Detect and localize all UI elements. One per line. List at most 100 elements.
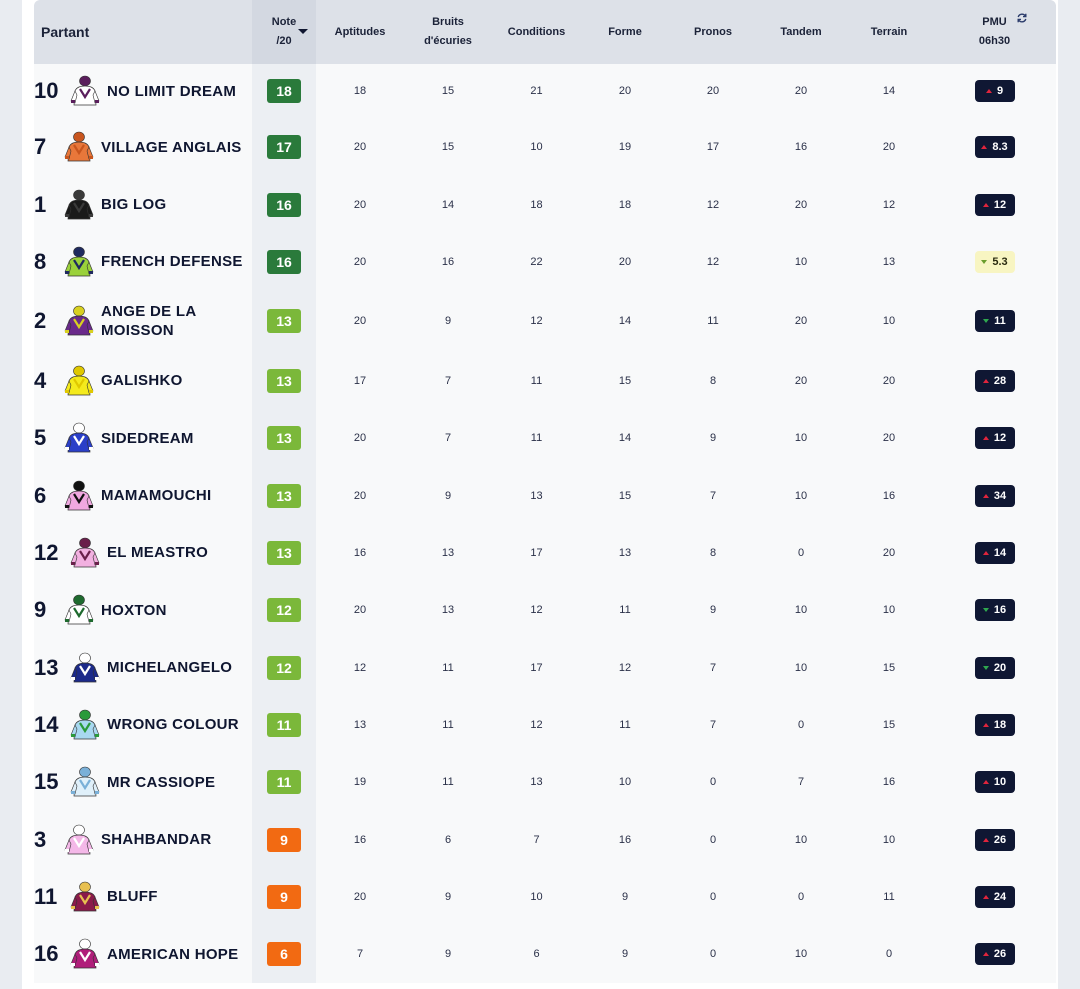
table-row[interactable]: 4 GALISHKO 13 17 7 11 15 8 20 20 28	[34, 352, 1056, 409]
runner-name[interactable]: VILLAGE ANGLAIS	[101, 138, 242, 157]
runner-cell[interactable]: 11 BLUFF	[34, 868, 252, 925]
col-header-partant[interactable]: Partant	[34, 0, 252, 64]
col-header-bruits-line1: Bruits	[432, 16, 464, 28]
pmu-odds-badge[interactable]: 26	[974, 828, 1015, 851]
pmu-odds-badge[interactable]: 34	[974, 484, 1015, 507]
forme-score: 13	[618, 546, 632, 559]
runner-cell[interactable]: 5 SIDEDREAM	[34, 409, 252, 467]
note-cell: 6	[252, 925, 316, 983]
table-row[interactable]: 5 SIDEDREAM 13 20 7 11 14 9 10 20 12	[34, 409, 1056, 467]
pmu-odds-badge[interactable]: 10	[974, 771, 1015, 793]
terrain-score: 16	[882, 489, 896, 502]
runner-cell[interactable]: 10 NO LIMIT DREAM	[34, 64, 252, 118]
runner-cell[interactable]: 16 AMERICAN HOPE	[34, 925, 252, 983]
runner-name[interactable]: FRENCH DEFENSE	[101, 252, 243, 271]
pmu-odds-badge[interactable]: 12	[974, 193, 1015, 216]
runner-name-line: BIG LOG	[101, 196, 167, 213]
silk-white-green-icon	[64, 594, 94, 625]
table-row[interactable]: 6 MAMAMOUCHI 13 20 9 13 15 7 10 16 34	[34, 467, 1056, 524]
runner-name[interactable]: MR CASSIOPE	[107, 773, 215, 792]
col-header-pronos[interactable]: Pronos	[669, 0, 757, 64]
silk-navy-white-icon	[70, 652, 100, 682]
pmu-odds-badge[interactable]: 14	[974, 541, 1015, 564]
runner-name[interactable]: AMERICAN HOPE	[107, 945, 238, 964]
table-row[interactable]: 12 EL MEASTRO 13 16 13 17 13 8 0 20 14	[34, 524, 1056, 581]
pmu-odds-badge[interactable]: 11	[974, 310, 1015, 332]
runner-cell[interactable]: 8 FRENCH DEFENSE	[34, 233, 252, 290]
table-row[interactable]: 1 BIG LOG 16 20 14 18 18 12 20 12 12	[34, 176, 1056, 233]
aptitudes-score: 17	[353, 374, 367, 387]
table-row[interactable]: 9 HOXTON 12 20 13 12 11 9 10 10 16	[34, 581, 1056, 639]
sort-desc-icon[interactable]	[298, 29, 308, 34]
pmu-odds-badge[interactable]: 9	[974, 80, 1015, 102]
runner-name[interactable]: GALISHKO	[101, 371, 183, 390]
table-row[interactable]: 8 FRENCH DEFENSE 16 20 16 22 20 12 10 13 5.3	[34, 233, 1056, 290]
runner-cell[interactable]: 13 MICHELANGELO	[34, 639, 252, 696]
runner-cell[interactable]: 6 MAMAMOUCHI	[34, 467, 252, 524]
pmu-odds-badge[interactable]: 28	[974, 369, 1015, 392]
runner-info: 7 VILLAGE ANGLAIS	[34, 129, 252, 165]
refresh-icon[interactable]	[1016, 12, 1028, 24]
col-header-pmu[interactable]: PMU 06h30	[933, 0, 1056, 64]
pmu-odds-value: 11	[994, 315, 1006, 327]
runner-name[interactable]: NO LIMIT DREAM	[107, 82, 236, 101]
pmu-odds-badge[interactable]: 26	[974, 943, 1015, 965]
pmu-odds-badge[interactable]: 16	[974, 599, 1015, 621]
col-header-aptitudes[interactable]: Aptitudes	[316, 0, 404, 64]
runner-name[interactable]: SIDEDREAM	[101, 429, 194, 448]
table-row[interactable]: 16 AMERICAN HOPE 6 7 9 6 9 0 10 0 26	[34, 925, 1056, 983]
runner-name[interactable]: SHAHBANDAR	[101, 830, 212, 849]
table-row[interactable]: 13 MICHELANGELO 12 12 11 17 12 7 10 15 20	[34, 639, 1056, 696]
runner-info: 16 AMERICAN HOPE	[34, 936, 252, 972]
runner-cell[interactable]: 2 ANGE DE LA MOISSON	[34, 290, 252, 352]
runner-name[interactable]: BIG LOG	[101, 195, 166, 214]
pmu-odds-badge[interactable]: 5.3	[974, 250, 1015, 273]
col-header-forme[interactable]: Forme	[581, 0, 669, 64]
note-badge: 11	[267, 770, 301, 794]
col-header-pmu-line2: 06h30	[978, 35, 1011, 47]
trend-up-icon	[982, 722, 989, 727]
runner-name[interactable]: MAMAMOUCHI	[101, 486, 211, 505]
col-header-note[interactable]: Note /20	[252, 0, 316, 64]
conditions-score: 11	[530, 374, 543, 387]
table-row[interactable]: 7 VILLAGE ANGLAIS 17 20 15 10 19 17 16 20 8.3	[34, 118, 1056, 176]
note-cell: 13	[252, 524, 316, 581]
pmu-cell: 28	[933, 352, 1056, 409]
col-header-tandem[interactable]: Tandem	[757, 0, 845, 64]
runner-number: 6	[34, 482, 47, 508]
runner-cell[interactable]: 7 VILLAGE ANGLAIS	[34, 118, 252, 176]
runner-number: 7	[34, 134, 47, 159]
conditions-score: 17	[530, 546, 543, 559]
runner-cell[interactable]: 15 MR CASSIOPE	[34, 753, 252, 811]
runner-cell[interactable]: 1 BIG LOG	[34, 176, 252, 233]
table-row[interactable]: 11 BLUFF 9 20 9 10 9 0 0 11 24	[34, 868, 1056, 925]
runner-cell[interactable]: 3 SHAHBANDAR	[34, 811, 252, 868]
runner-name[interactable]: MICHELANGELO	[107, 658, 232, 677]
aptitudes-score: 20	[353, 315, 367, 327]
table-row[interactable]: 10 NO LIMIT DREAM 18 18 15 21 20 20 20 14 9	[34, 64, 1056, 118]
pmu-odds-badge[interactable]: 8.3	[974, 136, 1015, 158]
pmu-odds-badge[interactable]: 18	[974, 713, 1015, 736]
conditions-score: 10	[530, 141, 543, 153]
runner-cell[interactable]: 12 EL MEASTRO	[34, 524, 252, 581]
table-row[interactable]: 2 ANGE DE LA MOISSON 13 20 9 12 14 11 20 10 11	[34, 290, 1056, 352]
runner-info: 11 BLUFF	[34, 879, 252, 915]
pmu-odds-badge[interactable]: 24	[974, 885, 1015, 908]
col-header-terrain[interactable]: Terrain	[845, 0, 933, 64]
runner-name[interactable]: EL MEASTRO	[107, 543, 208, 562]
runner-cell[interactable]: 9 HOXTON	[34, 581, 252, 639]
terrain-score: 20	[882, 546, 896, 559]
runner-name[interactable]: WRONG COLOUR	[107, 715, 239, 734]
runner-name[interactable]: BLUFF	[107, 887, 158, 906]
table-row[interactable]: 14 WRONG COLOUR 11 13 11 12 11 7 0 15 18	[34, 696, 1056, 753]
runner-cell[interactable]: 14 WRONG COLOUR	[34, 696, 252, 753]
table-row[interactable]: 3 SHAHBANDAR 9 16 6 7 16 0 10 10 26	[34, 811, 1056, 868]
runner-name[interactable]: ANGE DE LA MOISSON	[101, 302, 197, 340]
pmu-odds-badge[interactable]: 20	[974, 656, 1015, 679]
col-header-bruits[interactable]: Bruits d'écuries	[404, 0, 492, 64]
col-header-conditions[interactable]: Conditions	[492, 0, 581, 64]
table-row[interactable]: 15 MR CASSIOPE 11 19 11 13 10 0 7 16 10	[34, 753, 1056, 811]
pmu-odds-badge[interactable]: 12	[974, 427, 1015, 449]
runner-name[interactable]: HOXTON	[101, 601, 167, 620]
runner-cell[interactable]: 4 GALISHKO	[34, 352, 252, 409]
